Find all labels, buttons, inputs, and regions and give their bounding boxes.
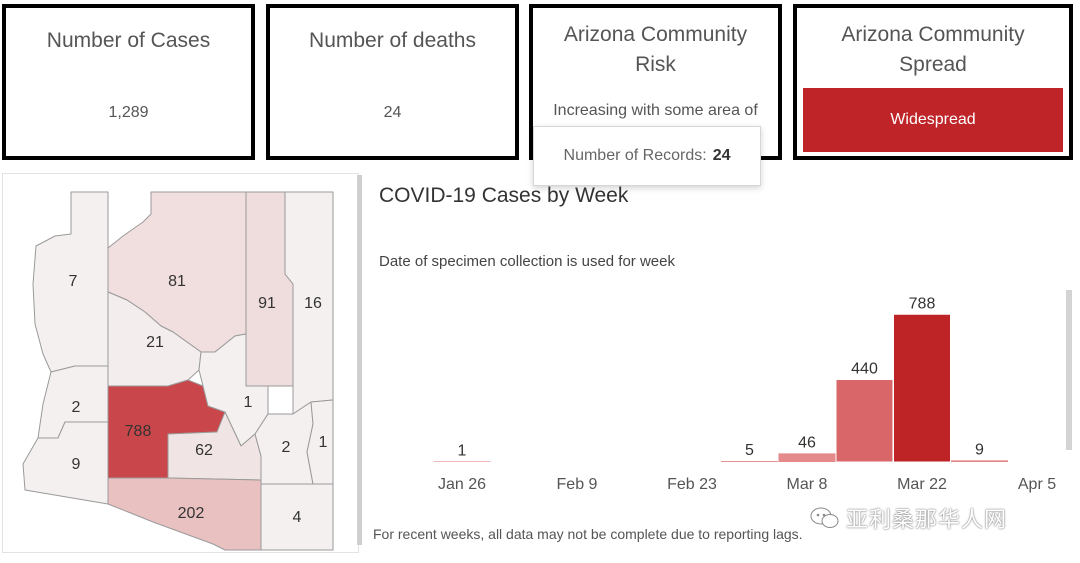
county-label-greenlee: 1 — [319, 434, 328, 451]
x-tick-label: Apr 5 — [1018, 476, 1056, 493]
county-label-apache: 16 — [304, 295, 322, 312]
weekly-cases-bar-chart: 1 5 46 440 788 9 Jan 26 Feb 9 Feb 23 Mar 8 Mar 22 A… — [370, 286, 1064, 493]
cases-card: Number of Cases 1,289 — [2, 4, 255, 160]
county-pima[interactable] — [107, 477, 262, 551]
county-yuma[interactable] — [22, 421, 109, 505]
county-label-pinal: 62 — [195, 442, 213, 459]
arizona-county-map[interactable]: 7 81 91 16 21 2 788 1 9 62 2 1 202 4 — [3, 174, 358, 552]
county-label-mohave: 7 — [69, 273, 78, 290]
x-tick-label: Feb 23 — [667, 476, 717, 493]
bar-value-label: 1 — [458, 442, 467, 459]
bar-value-label: 788 — [909, 295, 936, 312]
bar-mar-8[interactable] — [778, 453, 836, 462]
map-scrollbar[interactable] — [357, 175, 362, 545]
bar-value-label: 5 — [745, 442, 754, 459]
deaths-card: Number of deaths 24 — [266, 4, 519, 160]
county-labels: 7 81 91 16 21 2 788 1 9 62 2 1 202 4 — [69, 273, 328, 526]
deaths-value: 24 — [383, 104, 402, 121]
bar-mar-22[interactable] — [893, 313, 951, 463]
bar-jan-26[interactable] — [433, 461, 491, 462]
risk-title-line2: Risk — [635, 53, 676, 76]
watermark-text: 亚利桑那华人网 — [846, 507, 1008, 532]
bar-mar-15[interactable] — [835, 379, 894, 463]
bar-value-label: 9 — [975, 441, 984, 458]
chart-scrollbar[interactable] — [1066, 290, 1072, 450]
tooltip-value: 24 — [712, 147, 731, 164]
chart-title: COVID-19 Cases by Week — [379, 184, 629, 207]
chart-footnote: For recent weeks, all data may not be co… — [373, 526, 803, 542]
county-label-maricopa: 788 — [125, 423, 152, 440]
plot-area — [370, 286, 1064, 462]
county-label-coconino: 81 — [168, 273, 186, 290]
county-label-cochise: 4 — [293, 509, 302, 526]
records-tooltip: Number of Records: 24 — [533, 126, 761, 186]
chart-subtitle: Date of specimen collection is used for … — [379, 253, 675, 270]
bar-mar-1[interactable] — [721, 461, 778, 462]
wechat-icon — [810, 507, 839, 528]
bar-value-label: 440 — [851, 361, 878, 378]
spread-title-line2: Spread — [899, 53, 967, 76]
spread-badge: Widespread — [803, 88, 1063, 152]
tooltip-label: Number of Records: — [563, 147, 707, 164]
county-map-panel: 7 81 91 16 21 2 788 1 9 62 2 1 202 4 — [2, 173, 359, 553]
county-label-la-paz: 2 — [72, 399, 81, 416]
county-label-gila: 1 — [244, 394, 253, 411]
bar-mar-29[interactable] — [951, 460, 1008, 462]
x-tick-label: Mar 8 — [787, 476, 828, 493]
watermark: 亚利桑那华人网 — [810, 502, 1007, 534]
county-label-navajo: 91 — [258, 295, 276, 312]
risk-text: Increasing with some area of — [553, 102, 758, 119]
bar-value-label: 46 — [798, 434, 816, 451]
x-tick-label: Mar 22 — [897, 476, 947, 493]
cases-value: 1,289 — [108, 104, 149, 121]
deaths-title: Number of deaths — [309, 29, 476, 52]
risk-title-line1: Arizona Community — [563, 23, 748, 46]
county-label-yavapai: 21 — [146, 334, 164, 351]
cases-title: Number of Cases — [46, 29, 211, 52]
x-tick-label: Jan 26 — [438, 476, 486, 493]
spread-title-line1: Arizona Community — [841, 23, 1025, 46]
county-label-graham: 2 — [282, 439, 291, 456]
spread-card: Arizona Community Spread Widespread — [793, 4, 1073, 160]
x-tick-label: Feb 9 — [557, 476, 598, 493]
county-label-pima: 202 — [178, 505, 205, 522]
county-cochise[interactable] — [260, 483, 334, 551]
county-label-yuma: 9 — [72, 456, 81, 473]
